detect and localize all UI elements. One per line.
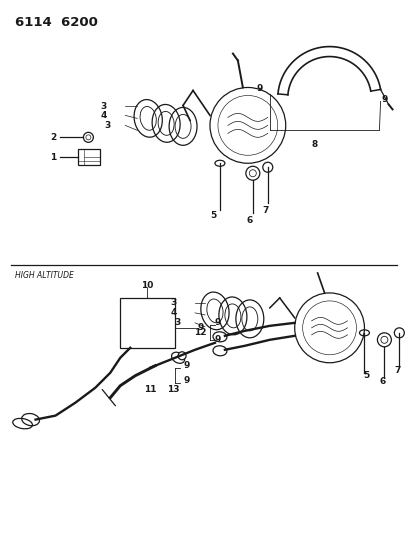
- Text: 4: 4: [100, 111, 107, 120]
- Text: 9: 9: [381, 95, 388, 104]
- Text: 12: 12: [195, 328, 207, 337]
- Text: 6: 6: [379, 377, 386, 386]
- Text: 6: 6: [247, 216, 253, 224]
- Text: 7: 7: [394, 366, 401, 375]
- Circle shape: [178, 352, 186, 360]
- Text: 9: 9: [215, 335, 221, 344]
- Text: 9: 9: [197, 324, 204, 333]
- Text: 9: 9: [183, 361, 189, 370]
- Bar: [78, 149, 100, 165]
- Text: HIGH ALTITUDE: HIGH ALTITUDE: [15, 271, 73, 280]
- Text: 13: 13: [167, 385, 180, 394]
- Text: 3: 3: [170, 298, 176, 308]
- Text: 4: 4: [170, 309, 177, 317]
- Text: 7: 7: [263, 206, 269, 215]
- Text: 9: 9: [215, 318, 221, 327]
- Bar: [120, 298, 175, 348]
- Text: 5: 5: [210, 211, 216, 220]
- Text: 1: 1: [50, 153, 56, 162]
- Text: 10: 10: [141, 281, 153, 290]
- Text: 9: 9: [256, 84, 263, 93]
- Text: 5: 5: [363, 371, 370, 380]
- Text: 9: 9: [183, 376, 189, 385]
- Text: 2: 2: [50, 133, 56, 142]
- Text: 11: 11: [144, 385, 156, 394]
- Text: 6114  6200: 6114 6200: [15, 15, 98, 29]
- Text: 3: 3: [174, 318, 180, 327]
- Text: 3: 3: [104, 121, 111, 130]
- Text: 3: 3: [100, 102, 106, 111]
- Text: 8: 8: [311, 140, 318, 149]
